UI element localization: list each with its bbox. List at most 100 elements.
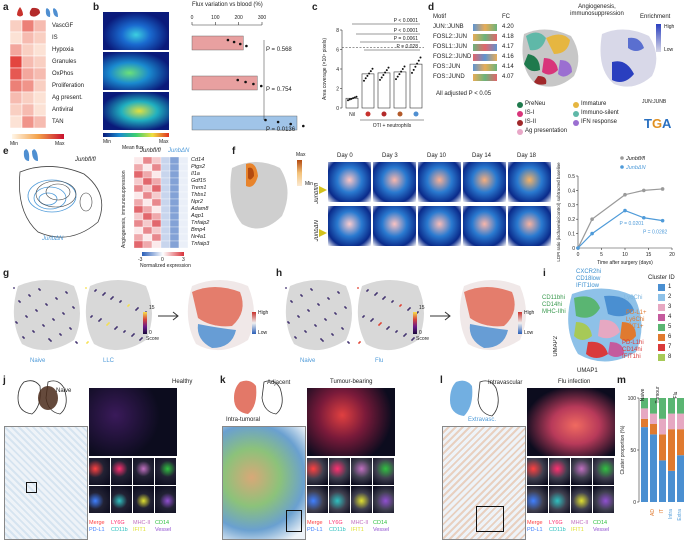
umap-point <box>116 326 118 328</box>
f-ytick-label: 0.2 <box>568 217 575 223</box>
e-heat-cell <box>142 170 153 179</box>
i-ann-ifit1low: IFIT1low <box>576 283 600 289</box>
e-heat-cell <box>160 240 171 248</box>
heat-cell <box>33 67 47 81</box>
e-heat-cell <box>178 157 188 165</box>
f-legend-dot <box>620 156 624 160</box>
f-ytick-label: 0.4 <box>568 188 575 194</box>
umap-point <box>363 315 365 317</box>
channel-tile <box>329 458 350 485</box>
e-heat-cell <box>151 177 162 186</box>
umap-point <box>409 307 411 309</box>
c-point <box>396 75 399 78</box>
b-point <box>252 82 255 86</box>
panel-b-title: Flux variation vs blood (%) <box>192 2 263 8</box>
m-bar-segment <box>659 434 666 461</box>
g-high: High <box>258 310 269 316</box>
channel-label: Merge <box>527 520 543 526</box>
e-heat-cell <box>160 212 171 221</box>
umap-point <box>317 303 319 305</box>
m-bar-segment <box>659 460 666 502</box>
panel-a-max: Max <box>55 141 65 147</box>
channel-tile <box>571 458 592 485</box>
l-intra: Intravascular <box>488 380 523 386</box>
umap-naive <box>285 280 352 351</box>
ldpi-image <box>373 206 416 246</box>
lung-icon <box>23 149 38 161</box>
c-point <box>414 65 417 68</box>
umap-point <box>69 327 71 329</box>
e-heat-cell <box>178 163 188 172</box>
panel-f-label: f <box>232 146 236 157</box>
cluster-id: 5 <box>668 324 672 330</box>
umap-point <box>324 318 326 320</box>
heat-cell <box>10 20 23 33</box>
umap-point <box>95 289 97 291</box>
e-heat-cell <box>134 219 144 228</box>
h-flu: Flu <box>375 358 384 364</box>
umap-point <box>314 324 316 326</box>
arrow-icon <box>158 311 179 321</box>
f-ytick-label: 0.5 <box>568 174 575 180</box>
channel-label: MHC-II <box>133 520 151 526</box>
umap-point <box>13 287 15 289</box>
channel-label: Vessel <box>373 527 390 533</box>
c-point <box>400 70 403 73</box>
umap-point <box>287 321 289 323</box>
cluster-swatch <box>658 284 665 291</box>
f-point <box>590 217 594 221</box>
e-heat-cell <box>151 212 162 221</box>
b-bar <box>191 115 298 131</box>
i-ann-pdl1hi: PD-L1hi <box>622 340 644 346</box>
motif-name: FOSL2::JUN <box>433 34 468 40</box>
fc-header: FC <box>502 14 510 20</box>
day-label: Day 10 <box>427 153 447 159</box>
channel-tile <box>351 486 372 513</box>
g-score-colorbar <box>143 312 147 334</box>
b-pvalue: P = 0.0136 <box>266 127 296 133</box>
umap-point <box>341 327 343 329</box>
e-heat-cell <box>169 157 180 165</box>
panel-b-label: b <box>93 2 100 13</box>
blood-drop-icon <box>17 7 23 17</box>
c-point <box>403 65 406 68</box>
heat-cell <box>33 31 47 45</box>
f-ylabel: LDPI ratio (ischaemic/control) subtracte… <box>556 162 561 262</box>
gene-label: Il1a <box>191 171 200 177</box>
day-label: Day 3 <box>382 153 398 159</box>
c-point <box>401 68 404 71</box>
gene-label: Adam8 <box>191 206 209 212</box>
c-point <box>347 99 349 102</box>
m-bar-segment <box>650 424 657 435</box>
panel-e-density-umap <box>19 166 103 238</box>
h-naive: Naive <box>300 358 316 364</box>
panel-m-chart: 0 50 100 Cluster proportion (%) Naive Tumour F… <box>620 386 684 521</box>
c-organ-icon <box>413 111 419 117</box>
m-ytick-label: 0 <box>633 500 636 506</box>
panel-a-heatmap <box>10 20 47 128</box>
channel-label: CD14 <box>155 520 170 526</box>
e-heat-cell <box>178 177 188 186</box>
c-point <box>419 56 422 59</box>
heat-cell <box>33 20 47 33</box>
b-point <box>302 124 305 128</box>
g-score: Score <box>146 336 160 342</box>
c-ytick-label: 4 <box>336 67 339 73</box>
umap-point <box>35 309 37 311</box>
umap-point <box>310 288 312 290</box>
fl-arrow-icon <box>319 186 327 194</box>
b-tick-label: 300 <box>258 15 267 21</box>
channel-tile <box>155 458 176 485</box>
i-cluster-title: Cluster ID <box>648 275 675 281</box>
ldpi-image <box>508 206 551 246</box>
heat-cell <box>33 55 47 69</box>
flux-image-3 <box>103 92 169 130</box>
motif-fc: 4.20 <box>502 24 514 30</box>
panel-i-umap <box>568 288 642 362</box>
b-tick-label: 200 <box>234 15 243 21</box>
f-xtick-label: 20 <box>669 252 675 258</box>
e-heat-cell <box>142 233 153 242</box>
b-point <box>264 118 267 122</box>
h-highlow-colorbar <box>518 312 522 334</box>
c-point <box>371 67 374 70</box>
